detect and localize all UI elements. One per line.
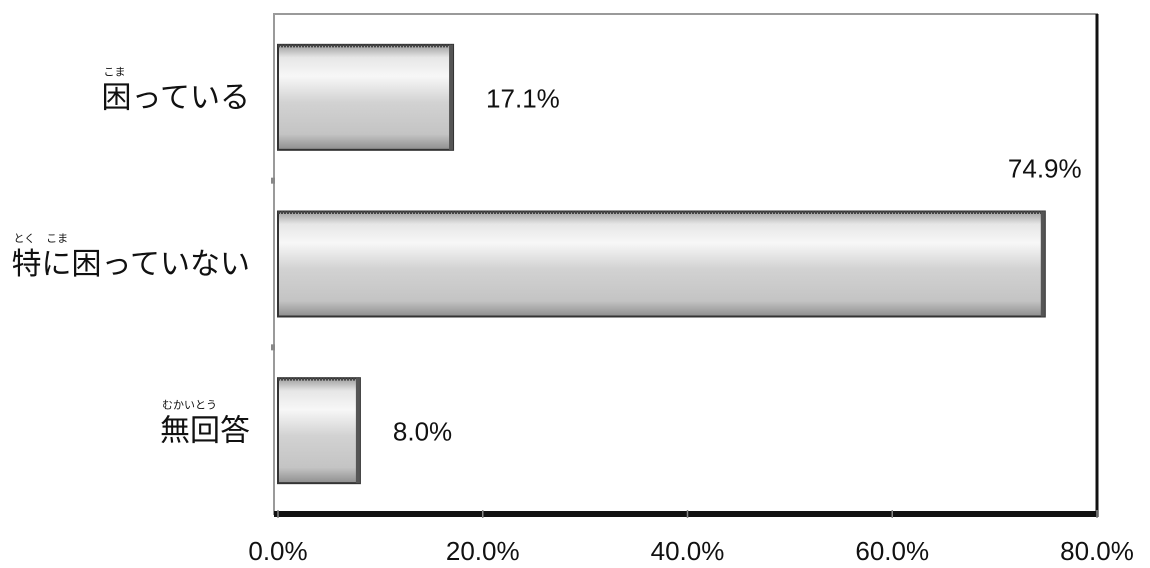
data-label: 17.1% bbox=[486, 83, 560, 113]
x-tick-label: 0.0% bbox=[248, 536, 307, 566]
x-tick-label: 40.0% bbox=[651, 536, 725, 566]
x-tick-label: 80.0% bbox=[1060, 536, 1134, 566]
x-tick-label: 60.0% bbox=[855, 536, 929, 566]
bar bbox=[277, 377, 361, 485]
bars bbox=[277, 43, 1046, 485]
bar-end-cap bbox=[355, 378, 360, 484]
bar-end-cap bbox=[449, 44, 454, 150]
category-ruby: むかいとう bbox=[162, 399, 217, 412]
category-label: 特に困っていない bbox=[12, 247, 251, 282]
bar-end-cap bbox=[1040, 211, 1045, 317]
category-ruby: こま bbox=[104, 65, 126, 78]
category-tick bbox=[271, 177, 275, 184]
data-label: 74.9% bbox=[1008, 154, 1082, 184]
data-label: 8.0% bbox=[393, 417, 452, 447]
x-tick-label: 20.0% bbox=[446, 536, 520, 566]
category-tick bbox=[271, 344, 275, 351]
x-axis-ticks: 0.0% 20.0% 40.0% 60.0% 80.0% bbox=[248, 510, 1134, 566]
category-axis-ticks bbox=[271, 177, 275, 351]
data-labels: 17.1% 74.9% 8.0% bbox=[393, 83, 1082, 446]
category-label: 困っている bbox=[102, 80, 251, 115]
category-label: 無回答 bbox=[160, 414, 250, 449]
bar bbox=[277, 210, 1046, 318]
category-ruby: とく こま bbox=[14, 232, 69, 245]
bar bbox=[277, 43, 455, 151]
